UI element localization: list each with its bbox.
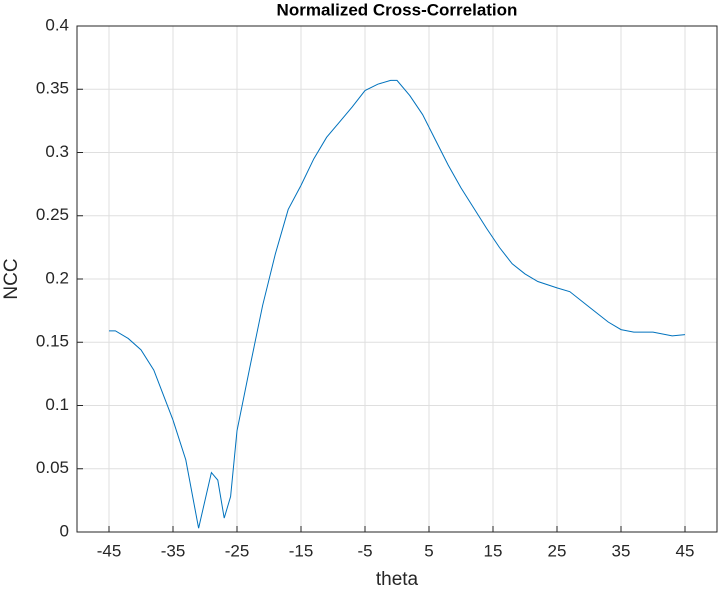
x-tick-label: 15 — [484, 541, 503, 560]
data-line — [109, 79, 686, 529]
x-tick-label: -35 — [161, 541, 186, 560]
x-tick-label: -45 — [97, 541, 122, 560]
y-tick-label: 0.1 — [45, 395, 69, 414]
x-axis-label: theta — [376, 569, 419, 589]
y-axis-label: NCC — [1, 258, 22, 299]
x-tick-label: 5 — [424, 541, 433, 560]
x-tick-label: -5 — [357, 541, 372, 560]
chart-title: Normalized Cross-Correlation — [277, 0, 518, 19]
x-tick-label: 25 — [548, 541, 567, 560]
y-tick-label: 0.4 — [45, 15, 69, 34]
y-tick-label: 0.05 — [36, 458, 69, 477]
x-tick-label: 35 — [612, 541, 631, 560]
y-tick-label: 0.3 — [45, 142, 69, 161]
y-tick-label: 0.2 — [45, 268, 69, 287]
y-tick-label: 0.25 — [36, 205, 69, 224]
x-tick-label: -15 — [289, 541, 314, 560]
plot-frame — [76, 25, 718, 533]
y-tick-label: 0.35 — [36, 79, 69, 98]
x-tick-label: -25 — [225, 541, 250, 560]
y-tick-label: 0.15 — [36, 332, 69, 351]
x-tick-label: 45 — [676, 541, 695, 560]
y-tick-label: 0 — [60, 521, 69, 540]
